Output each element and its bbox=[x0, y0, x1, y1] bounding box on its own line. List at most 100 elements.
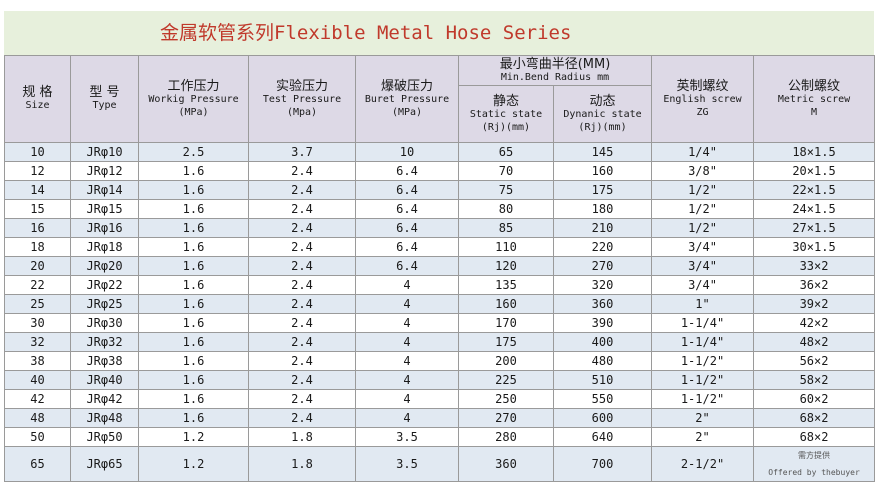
cell-static-radius: 65 bbox=[458, 142, 554, 162]
cell-working-pressure: 1.6 bbox=[138, 218, 249, 238]
cell-static-radius: 70 bbox=[458, 161, 554, 181]
cell-metric-screw: 58×2 bbox=[753, 370, 876, 390]
cell-working-pressure: 1.6 bbox=[138, 275, 249, 295]
cell-burst-pressure: 3.5 bbox=[355, 427, 459, 447]
table-row: 18 JRφ18 1.6 2.4 6.4 110 220 3/4" 30×1.5 bbox=[4, 237, 876, 257]
cell-type: JRφ12 bbox=[70, 161, 139, 181]
table-row: 10 JRφ10 2.5 3.7 10 65 145 1/4" 18×1.5 bbox=[4, 142, 876, 162]
cell-burst-pressure: 6.4 bbox=[355, 256, 459, 276]
cell-size: 10 bbox=[4, 142, 71, 162]
cell-size: 18 bbox=[4, 237, 71, 257]
cell-burst-pressure: 4 bbox=[355, 332, 459, 352]
cell-dynamic-radius: 320 bbox=[552, 275, 653, 295]
cell-metric-screw: 56×2 bbox=[753, 351, 876, 371]
credit-note: 需方提供 Offered by thebuyer bbox=[753, 446, 876, 482]
cell-test-pressure: 1.8 bbox=[248, 427, 356, 447]
cell-static-radius: 200 bbox=[458, 351, 554, 371]
cell-type: JRφ18 bbox=[70, 237, 139, 257]
cell-english-screw: 1/2" bbox=[651, 218, 755, 238]
cell-test-pressure: 2.4 bbox=[248, 294, 356, 314]
hose-spec-table: 规 格 Size 型 号 Type 工作压力 Workig Pressure (… bbox=[4, 55, 876, 482]
cell-english-screw: 1-1/2" bbox=[651, 370, 755, 390]
table-row: 38 JRφ38 1.6 2.4 4 200 480 1-1/2" 56×2 bbox=[4, 351, 876, 371]
cell-dynamic-radius: 145 bbox=[552, 142, 653, 162]
cell-static-radius: 270 bbox=[458, 408, 554, 428]
cell-size: 48 bbox=[4, 408, 71, 428]
cell-static-radius: 120 bbox=[458, 256, 554, 276]
table-row: 20 JRφ20 1.6 2.4 6.4 120 270 3/4" 33×2 bbox=[4, 256, 876, 276]
cell-working-pressure: 1.6 bbox=[138, 237, 249, 257]
header-type: 型 号 Type bbox=[70, 55, 139, 143]
cell-burst-pressure: 4 bbox=[355, 294, 459, 314]
cell-metric-screw: 22×1.5 bbox=[753, 180, 876, 200]
cell-burst-pressure: 4 bbox=[355, 351, 459, 371]
credit-zh: 需方提供 bbox=[798, 451, 831, 460]
cell-size: 12 bbox=[4, 161, 71, 181]
cell-static-radius: 135 bbox=[458, 275, 554, 295]
header-size: 规 格 Size bbox=[4, 55, 71, 143]
credit-en: Offered by thebuyer bbox=[768, 468, 860, 477]
table-row: 14 JRφ14 1.6 2.4 6.4 75 175 1/2" 22×1.5 bbox=[4, 180, 876, 200]
cell-static-radius: 360 bbox=[458, 446, 554, 482]
cell-static-radius: 250 bbox=[458, 389, 554, 409]
title-bar: 金属软管系列Flexible Metal Hose Series bbox=[4, 11, 874, 55]
cell-working-pressure: 1.6 bbox=[138, 408, 249, 428]
cell-working-pressure: 1.6 bbox=[138, 332, 249, 352]
table-body: 10 JRφ10 2.5 3.7 10 65 145 1/4" 18×1.5 12 JRφ12 1.6… bbox=[4, 142, 876, 482]
cell-metric-screw: 18×1.5 bbox=[753, 142, 876, 162]
cell-dynamic-radius: 640 bbox=[552, 427, 653, 447]
cell-test-pressure: 2.4 bbox=[248, 389, 356, 409]
cell-working-pressure: 1.6 bbox=[138, 199, 249, 219]
header-metric-screw: 公制螺纹 Metric screw M bbox=[753, 55, 876, 143]
cell-english-screw: 2" bbox=[651, 408, 755, 428]
header-working-pressure: 工作压力 Workig Pressure (MPa) bbox=[138, 55, 249, 143]
cell-size: 16 bbox=[4, 218, 71, 238]
cell-burst-pressure: 4 bbox=[355, 370, 459, 390]
cell-burst-pressure: 6.4 bbox=[355, 237, 459, 257]
cell-english-screw: 2" bbox=[651, 427, 755, 447]
cell-static-radius: 170 bbox=[458, 313, 554, 333]
cell-working-pressure: 1.6 bbox=[138, 256, 249, 276]
cell-dynamic-radius: 220 bbox=[552, 237, 653, 257]
cell-test-pressure: 2.4 bbox=[248, 237, 356, 257]
cell-size: 25 bbox=[4, 294, 71, 314]
cell-static-radius: 225 bbox=[458, 370, 554, 390]
cell-working-pressure: 1.6 bbox=[138, 294, 249, 314]
cell-type: JRφ10 bbox=[70, 142, 139, 162]
table-row: 30 JRφ30 1.6 2.4 4 170 390 1-1/4" 42×2 bbox=[4, 313, 876, 333]
header-burst-pressure: 爆破压力 Buret Pressure (MPa) bbox=[355, 55, 459, 143]
cell-metric-screw: 39×2 bbox=[753, 294, 876, 314]
cell-english-screw: 1" bbox=[651, 294, 755, 314]
cell-dynamic-radius: 210 bbox=[552, 218, 653, 238]
header-dynamic-state: 动态 Dynanic state (Rj)(mm) bbox=[552, 85, 653, 143]
cell-type: JRφ40 bbox=[70, 370, 139, 390]
table-row: 48 JRφ48 1.6 2.4 4 270 600 2" 68×2 bbox=[4, 408, 876, 428]
cell-metric-screw: 30×1.5 bbox=[753, 237, 876, 257]
table-row: 42 JRφ42 1.6 2.4 4 250 550 1-1/2" 60×2 bbox=[4, 389, 876, 409]
cell-working-pressure: 1.6 bbox=[138, 161, 249, 181]
cell-burst-pressure: 6.4 bbox=[355, 161, 459, 181]
cell-metric-screw: 68×2 bbox=[753, 427, 876, 447]
cell-english-screw: 3/4" bbox=[651, 256, 755, 276]
cell-burst-pressure: 4 bbox=[355, 275, 459, 295]
cell-static-radius: 85 bbox=[458, 218, 554, 238]
cell-dynamic-radius: 360 bbox=[552, 294, 653, 314]
cell-type: JRφ32 bbox=[70, 332, 139, 352]
table-row: 12 JRφ12 1.6 2.4 6.4 70 160 3/8" 20×1.5 bbox=[4, 161, 876, 181]
cell-static-radius: 80 bbox=[458, 199, 554, 219]
cell-metric-screw: 68×2 bbox=[753, 408, 876, 428]
cell-dynamic-radius: 480 bbox=[552, 351, 653, 371]
cell-size: 15 bbox=[4, 199, 71, 219]
cell-metric-screw: 42×2 bbox=[753, 313, 876, 333]
cell-english-screw: 1/2" bbox=[651, 180, 755, 200]
header-static-state: 静态 Static state (Rj)(mm) bbox=[458, 85, 554, 143]
cell-type: JRφ65 bbox=[70, 446, 139, 482]
cell-size: 42 bbox=[4, 389, 71, 409]
cell-dynamic-radius: 180 bbox=[552, 199, 653, 219]
cell-working-pressure: 1.6 bbox=[138, 370, 249, 390]
cell-burst-pressure: 10 bbox=[355, 142, 459, 162]
cell-test-pressure: 2.4 bbox=[248, 161, 356, 181]
table-row: 40 JRφ40 1.6 2.4 4 225 510 1-1/2" 58×2 bbox=[4, 370, 876, 390]
cell-dynamic-radius: 270 bbox=[552, 256, 653, 276]
cell-working-pressure: 1.6 bbox=[138, 351, 249, 371]
